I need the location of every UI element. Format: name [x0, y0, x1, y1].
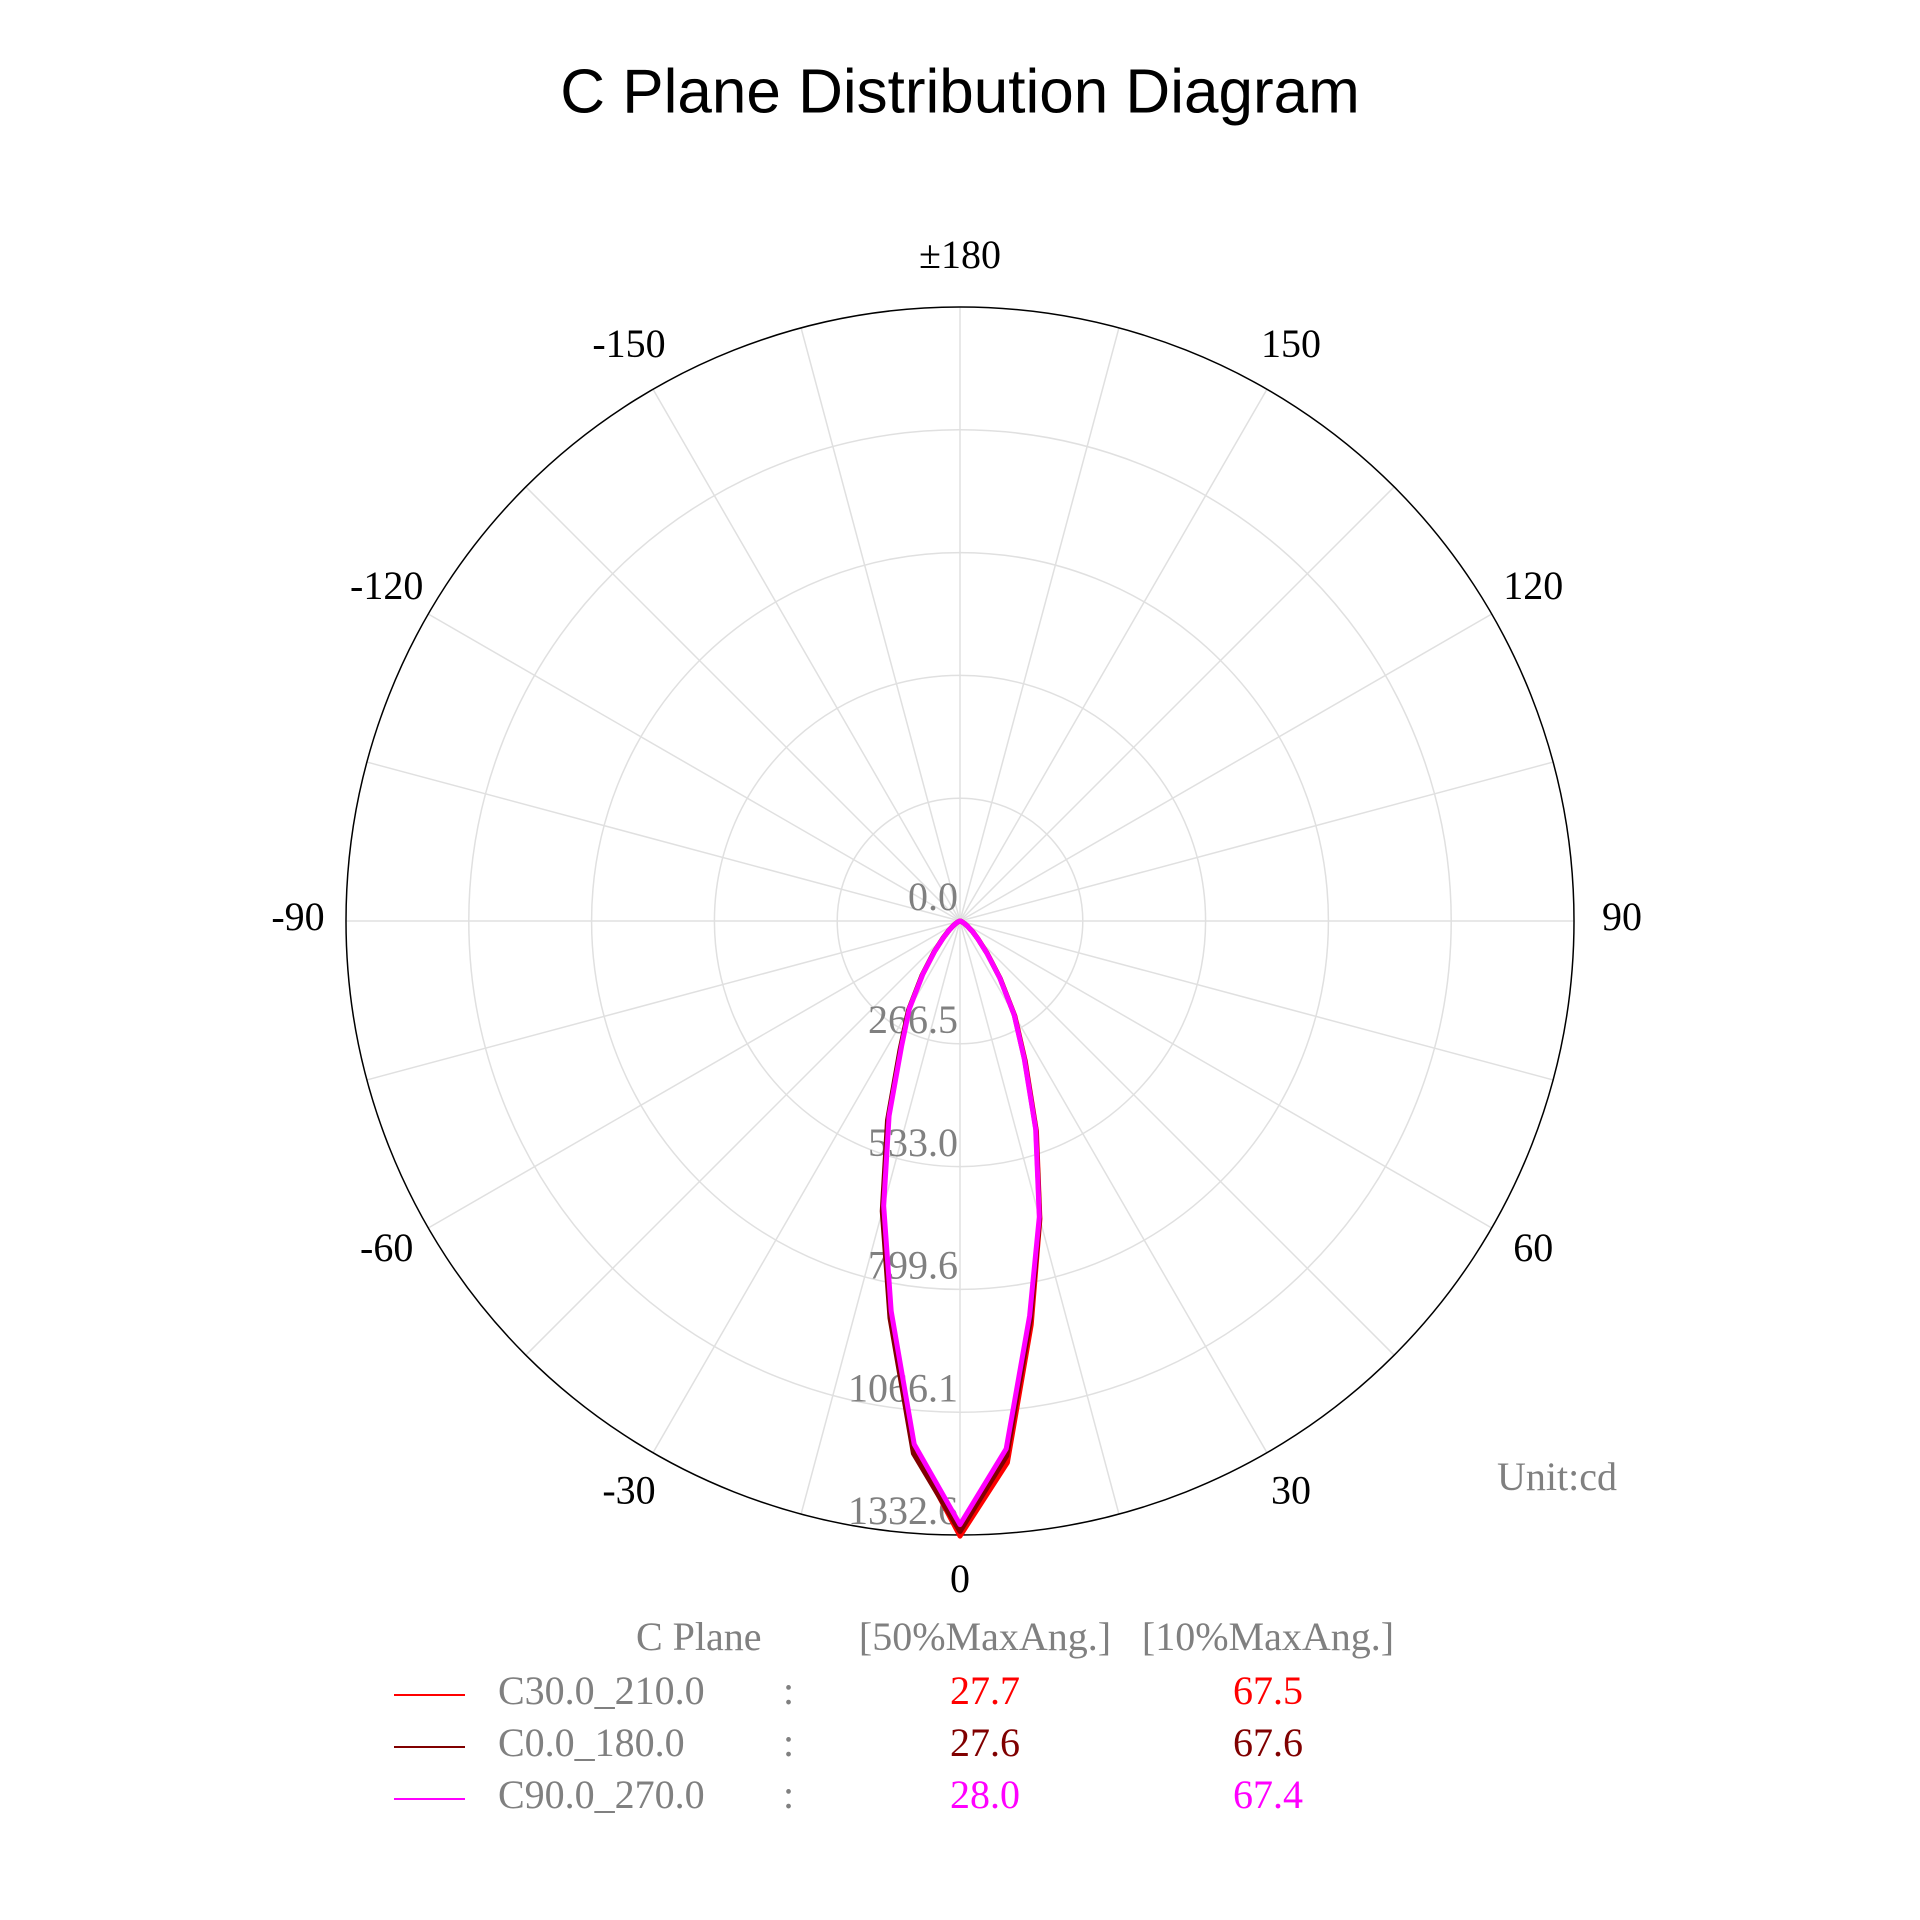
- grid-ring: [468, 429, 1452, 1413]
- angle-grid-line: [959, 486, 1395, 922]
- separator: :: [783, 1668, 794, 1713]
- table-header: [50%MaxAng.]: [859, 1614, 1111, 1659]
- angle-tick-label: 90: [1602, 894, 1642, 939]
- angle-tick-label: 120: [1503, 563, 1563, 608]
- legend-label: C90.0_270.0: [498, 1772, 705, 1817]
- angle-tick-label: -120: [350, 563, 423, 608]
- angle-grid-line: [959, 761, 1554, 922]
- separator: :: [783, 1772, 794, 1817]
- r-tick-label: 799.6: [868, 1243, 958, 1288]
- table-header: [10%MaxAng.]: [1142, 1614, 1394, 1659]
- beam-angle-10: 67.6: [1233, 1720, 1303, 1765]
- beam-angle-50: 27.6: [950, 1720, 1020, 1765]
- beam-angle-50: 27.7: [950, 1668, 1020, 1713]
- legend-label: C30.0_210.0: [498, 1668, 705, 1713]
- angle-grid-line: [366, 761, 961, 922]
- angle-tick-label: -30: [602, 1467, 655, 1512]
- separator: :: [783, 1720, 794, 1765]
- angle-grid-line: [366, 920, 961, 1081]
- angle-grid-line: [959, 613, 1493, 922]
- angle-grid-line: [959, 388, 1268, 922]
- angle-grid-line: [525, 486, 961, 922]
- angle-tick-label: 30: [1271, 1467, 1311, 1512]
- angle-tick-label: 60: [1513, 1225, 1553, 1270]
- legend-label: C0.0_180.0: [498, 1720, 685, 1765]
- grid-ring: [836, 797, 1084, 1045]
- angle-tick-label: -150: [592, 321, 665, 366]
- angle-grid-line: [427, 613, 961, 922]
- angle-grid-line: [525, 920, 961, 1356]
- angle-grid-line: [959, 920, 1395, 1356]
- chart-title: C Plane Distribution Diagram: [560, 57, 1359, 126]
- beam-angle-50: 28.0: [950, 1772, 1020, 1817]
- r-tick-label: 533.0: [868, 1120, 958, 1165]
- intensity-curve: [881, 918, 1042, 1528]
- grid-ring: [713, 674, 1207, 1168]
- angle-tick-label: 0: [950, 1556, 970, 1601]
- angle-tick-label: -90: [271, 894, 324, 939]
- angle-grid-line: [652, 388, 961, 922]
- angle-tick-label: 150: [1261, 321, 1321, 366]
- angle-tick-label: -60: [360, 1225, 413, 1270]
- unit-label: Unit:cd: [1497, 1454, 1617, 1499]
- angle-grid-line: [800, 327, 961, 922]
- angle-grid-line: [959, 920, 1554, 1081]
- angle-tick-label: ±180: [919, 232, 1001, 277]
- table-header: C Plane: [636, 1614, 762, 1659]
- r-tick-label: 0.0: [908, 874, 958, 919]
- beam-angle-10: 67.5: [1233, 1668, 1303, 1713]
- angle-grid-line: [959, 920, 1493, 1229]
- angle-grid-line: [959, 327, 1120, 922]
- angle-grid-line: [427, 920, 961, 1229]
- beam-angle-10: 67.4: [1233, 1772, 1303, 1817]
- grid-ring: [590, 551, 1330, 1291]
